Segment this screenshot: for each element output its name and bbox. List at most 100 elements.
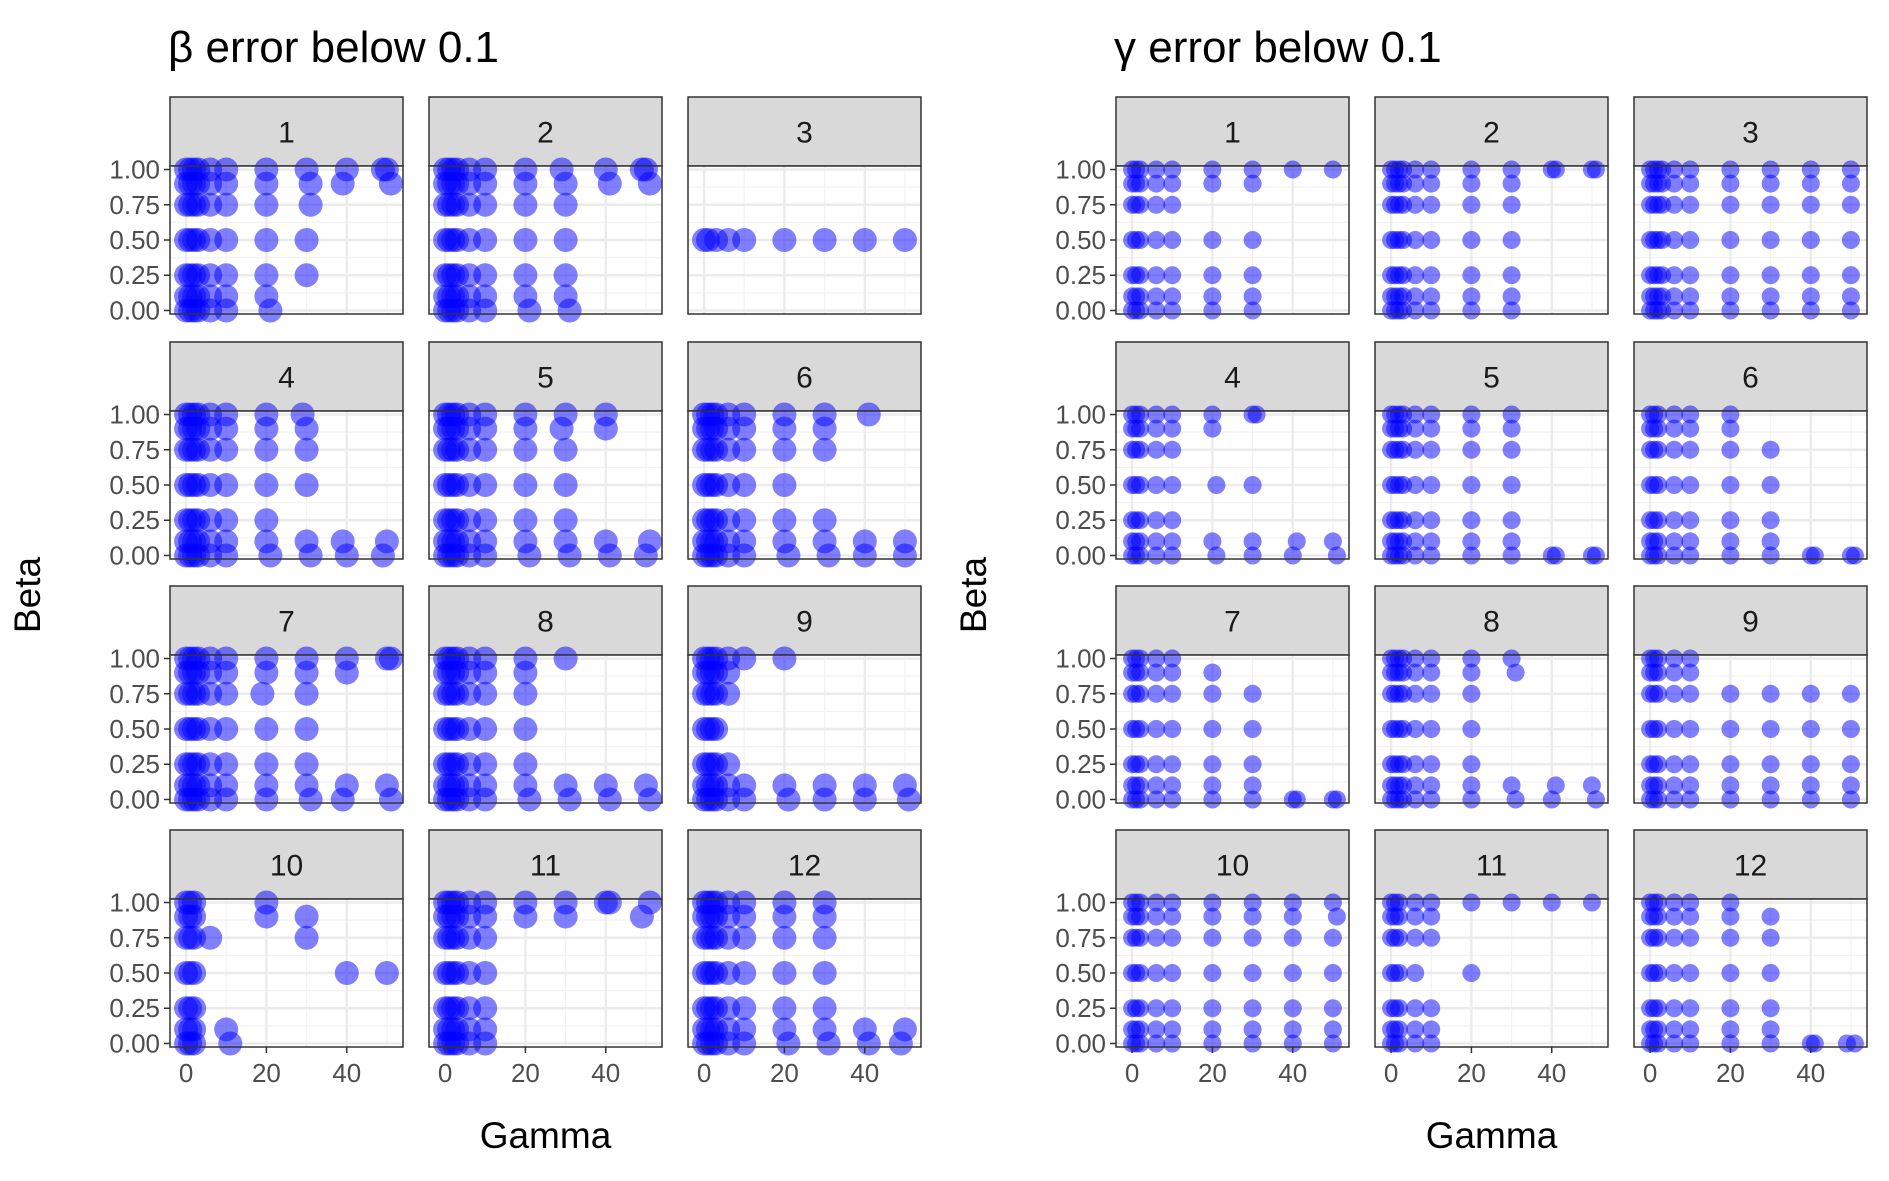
y-tick-label: 0.50: [109, 714, 160, 744]
data-point: [1163, 546, 1182, 565]
data-point: [517, 787, 542, 812]
data-point: [1131, 684, 1150, 703]
data-point: [1462, 266, 1481, 285]
data-point: [182, 996, 207, 1021]
data-point: [852, 787, 877, 812]
data-point: [1163, 790, 1182, 809]
data-point: [1681, 790, 1700, 809]
data-point: [1841, 776, 1860, 795]
data-point: [772, 904, 797, 929]
data-point: [513, 263, 538, 288]
data-point: [1247, 405, 1266, 424]
data-point: [1203, 755, 1222, 774]
data-point: [1681, 532, 1700, 551]
data-point: [1422, 776, 1441, 795]
facet-panel-4: 4 0.00 0.25 0.50 0.75 1.00: [109, 341, 404, 570]
data-point: [473, 1031, 498, 1056]
data-point: [1203, 174, 1222, 193]
data-point: [1406, 907, 1425, 926]
y-tick-label: 0.50: [1055, 958, 1106, 988]
x-tick-label: 20: [511, 1058, 540, 1088]
panel-border: [428, 654, 663, 804]
data-point: [1131, 907, 1150, 926]
panel-border: [1374, 165, 1609, 315]
y-axis-label: Beta: [7, 557, 48, 634]
data-point: [1721, 532, 1740, 551]
data-point: [1649, 663, 1668, 682]
data-point: [1203, 160, 1222, 179]
data-point: [1327, 546, 1346, 565]
data-point: [1665, 195, 1684, 214]
data-point: [1841, 790, 1860, 809]
data-point: [732, 416, 757, 441]
data-point: [1406, 440, 1425, 459]
data-point: [812, 925, 837, 950]
x-tick-label: 0: [179, 1058, 193, 1088]
data-point: [1243, 964, 1262, 982]
data-point: [1283, 893, 1302, 912]
data-point: [1681, 160, 1700, 179]
data-point: [732, 925, 757, 950]
facet-label: 5: [1483, 362, 1500, 395]
data-point: [1283, 907, 1302, 926]
data-point: [1681, 649, 1700, 668]
data-point: [1323, 999, 1342, 1018]
data-point: [254, 752, 279, 777]
data-point: [1406, 1034, 1425, 1053]
data-point: [1406, 266, 1425, 285]
data-point: [633, 543, 658, 568]
data-point: [214, 171, 239, 196]
data-point: [1163, 532, 1182, 551]
facet-panel-12: 12 0 20 40: [1633, 829, 1868, 1088]
data-point: [1502, 266, 1521, 285]
data-point: [1131, 546, 1150, 565]
data-point: [1163, 266, 1182, 285]
data-point: [1502, 440, 1521, 459]
panel-border: [1633, 165, 1868, 315]
data-point: [1582, 893, 1601, 912]
chart-1: β error below 0.1 1 0.00 0.25 0.50 0.75 1.00 2 3…: [7, 23, 922, 1156]
data-point: [1147, 266, 1166, 285]
data-point: [1323, 160, 1342, 179]
facet-label: 9: [1742, 606, 1759, 639]
data-point: [1131, 755, 1150, 774]
data-point: [1721, 755, 1740, 774]
facet-label: 10: [1216, 850, 1249, 883]
data-point: [892, 228, 917, 252]
data-point: [1681, 287, 1700, 306]
data-point: [1462, 790, 1481, 809]
data-point: [1422, 684, 1441, 703]
y-tick-label: 1.00: [109, 400, 160, 430]
y-tick-label: 1.00: [1055, 400, 1106, 430]
data-point: [1649, 1034, 1668, 1053]
data-point: [1665, 476, 1684, 494]
y-tick-label: 0.50: [109, 470, 160, 500]
data-point: [1147, 301, 1166, 320]
data-point: [1163, 476, 1182, 494]
data-point: [1131, 476, 1150, 494]
data-point: [1203, 720, 1222, 738]
data-point: [1681, 405, 1700, 424]
facet-strip: [169, 341, 404, 412]
data-point: [1721, 546, 1740, 565]
data-point: [1147, 440, 1166, 459]
data-point: [1203, 684, 1222, 703]
data-point: [856, 402, 881, 427]
data-point: [1131, 301, 1150, 320]
data-point: [298, 192, 323, 217]
data-point: [334, 961, 359, 985]
data-point: [1649, 964, 1668, 982]
data-point: [1243, 776, 1262, 795]
data-point: [1163, 160, 1182, 179]
panel-border: [1374, 898, 1609, 1048]
data-point: [1406, 684, 1425, 703]
y-tick-label: 0.75: [1055, 679, 1106, 709]
data-point: [1721, 301, 1740, 320]
data-point: [1422, 301, 1441, 320]
data-point: [1203, 1034, 1222, 1053]
facet-strip: [169, 585, 404, 656]
panel-border: [1633, 898, 1868, 1048]
facet-label: 8: [1483, 606, 1500, 639]
data-point: [1502, 301, 1521, 320]
facet-strip: [687, 341, 922, 412]
